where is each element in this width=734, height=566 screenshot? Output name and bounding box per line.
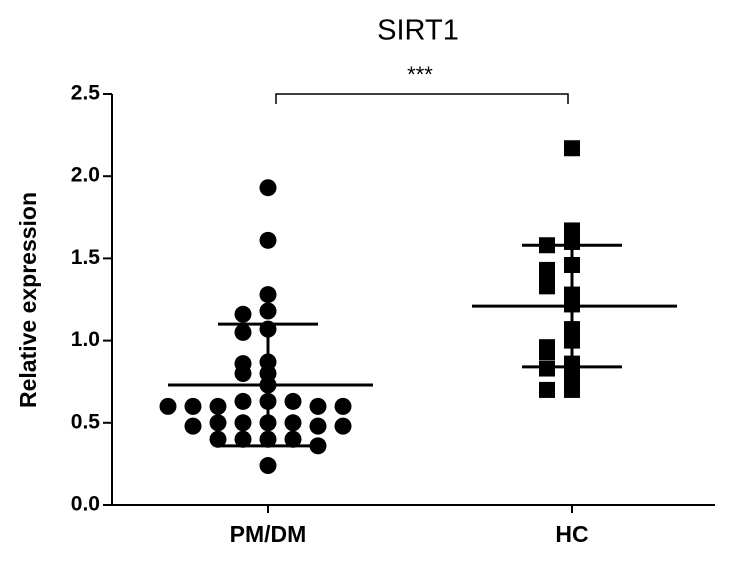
data-point (159, 397, 177, 415)
data-point (234, 305, 252, 323)
data-point (259, 286, 277, 304)
y-tick-label: 0.0 (71, 493, 100, 516)
data-point (234, 392, 252, 410)
y-tick-label: 2.0 (71, 164, 100, 187)
data-point (564, 368, 580, 385)
significance-label: *** (407, 62, 433, 87)
data-point (564, 381, 580, 398)
data-point (284, 414, 302, 432)
data-point (539, 344, 555, 361)
x-tick-label: HC (555, 521, 588, 547)
chart-title: SIRT1 (377, 15, 459, 47)
y-tick-label: 0.5 (71, 410, 101, 433)
x-tick-label: PM/DM (230, 521, 307, 547)
data-point (309, 417, 327, 435)
data-point (334, 397, 352, 415)
data-point (334, 417, 352, 435)
data-point (259, 179, 277, 197)
data-point (234, 323, 252, 341)
data-point (209, 430, 227, 448)
data-point (539, 278, 555, 295)
y-tick-label: 2.5 (71, 82, 101, 105)
data-point (209, 414, 227, 432)
data-point (539, 360, 555, 377)
data-point (564, 140, 580, 157)
data-point (284, 392, 302, 410)
y-tick-label: 1.5 (71, 246, 101, 269)
y-axis-label: Relative expression (15, 192, 41, 408)
data-point (259, 231, 277, 249)
data-point (234, 430, 252, 448)
data-point (184, 417, 202, 435)
data-point (234, 414, 252, 432)
data-point (309, 397, 327, 415)
significance-bracket (275, 93, 569, 104)
data-point (539, 381, 555, 398)
data-point (209, 397, 227, 415)
data-point (284, 430, 302, 448)
data-point (259, 457, 277, 475)
y-tick-label: 1.0 (71, 328, 100, 351)
data-point (234, 364, 252, 382)
data-point (184, 397, 202, 415)
data-point (259, 302, 277, 320)
